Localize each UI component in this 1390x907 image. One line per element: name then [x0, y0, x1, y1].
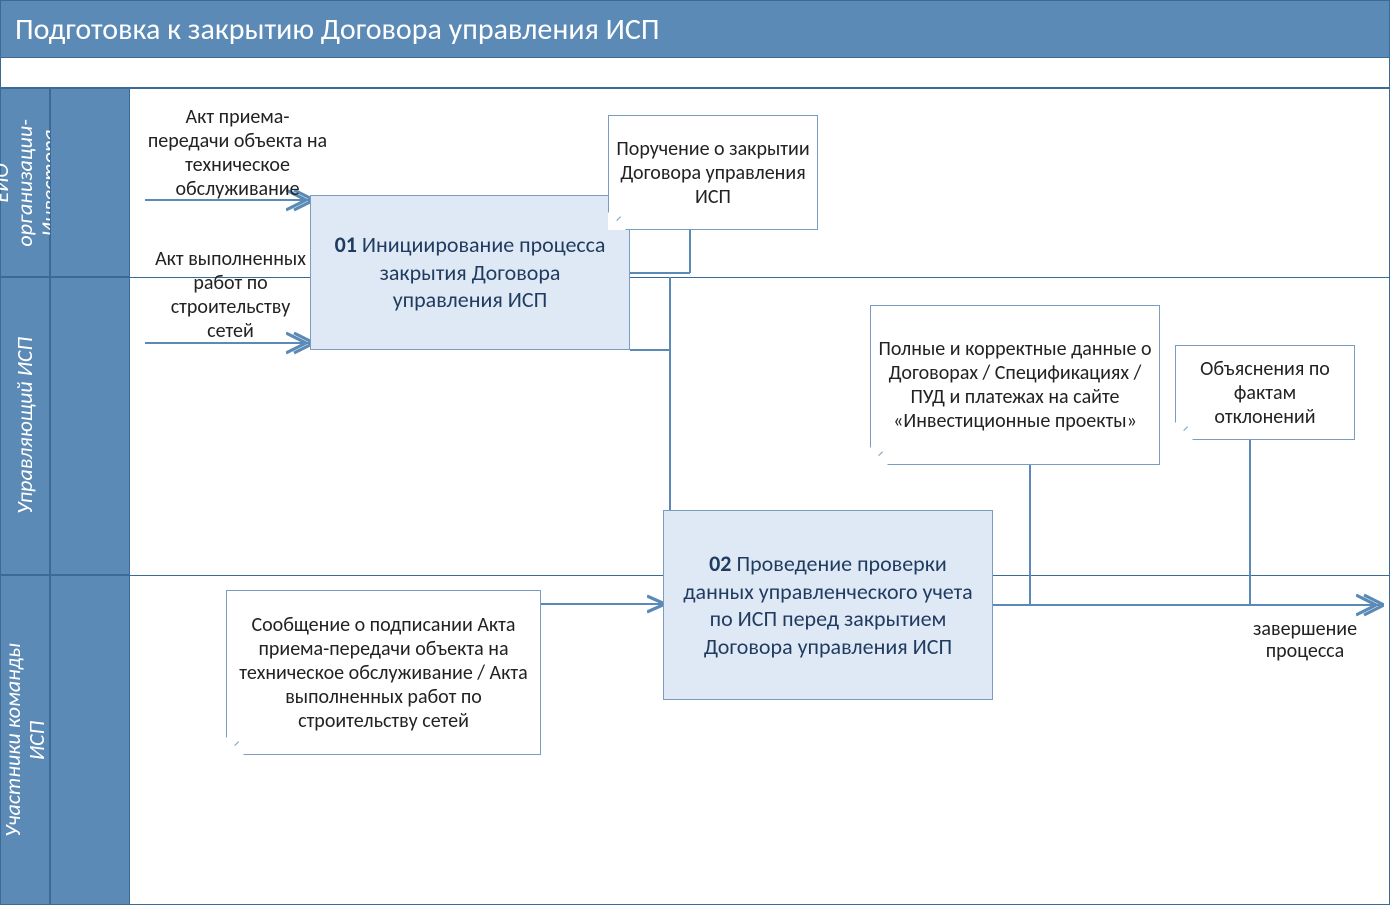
- input-note-1: Акт приема-передачи объекта на техническ…: [145, 105, 330, 201]
- end-label-text: завершение процесса: [1253, 617, 1357, 663]
- note-data: Полные и корректные данные о Договорах /…: [870, 305, 1160, 465]
- process-01: 01 Инициирование процесса закрытия Догов…: [310, 195, 630, 350]
- lane-body-2: [50, 277, 130, 575]
- note-message: Сообщение о подписании Акта приема-перед…: [226, 590, 541, 755]
- process-02-num: 02: [709, 550, 731, 577]
- lane-label-3-text: Участники команды ИСП: [1, 643, 49, 837]
- input-note-2: Акт выполненных работ по строительству с…: [148, 247, 313, 343]
- lane-body-1: [50, 88, 130, 277]
- swimlane-diagram: Подготовка к закрытию Договора управлени…: [0, 0, 1390, 907]
- lane-label-2: Управляющий ИСП: [0, 277, 50, 575]
- input-note-2-text: Акт выполненных работ по строительству с…: [155, 247, 306, 343]
- input-note-1-text: Акт приема-передачи объекта на техническ…: [148, 105, 327, 201]
- end-label: завершение процесса: [1230, 618, 1380, 662]
- header-gap: [0, 58, 1390, 88]
- process-01-text: Инициирование процесса закрытия Договора…: [362, 231, 606, 313]
- process-01-num: 01: [335, 231, 357, 258]
- note-explanations-text: Объяснения по фактам отклонений: [1182, 357, 1348, 429]
- lane-body-3: [50, 575, 130, 905]
- note-data-text: Полные и корректные данные о Договорах /…: [877, 337, 1153, 433]
- note-message-text: Сообщение о подписании Акта приема-перед…: [233, 613, 534, 733]
- lane-label-2-text: Управляющий ИСП: [13, 337, 37, 514]
- lane-label-3: Участники команды ИСП: [0, 575, 50, 905]
- note-explanations: Объяснения по фактам отклонений: [1175, 345, 1355, 440]
- note-order: Поручение о закрытии Договора управления…: [608, 115, 818, 230]
- diagram-title: Подготовка к закрытию Договора управлени…: [0, 0, 1390, 58]
- title-text: Подготовка к закрытию Договора управлени…: [15, 11, 659, 48]
- lane-label-1: ЕИО организации- Инвестора: [0, 88, 50, 277]
- process-02: 02 Проведение проверки данных управленче…: [663, 510, 993, 700]
- note-order-text: Поручение о закрытии Договора управления…: [615, 137, 811, 209]
